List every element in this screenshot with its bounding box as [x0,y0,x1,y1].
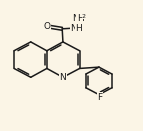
Text: 2: 2 [82,14,86,19]
Text: O: O [43,22,50,31]
Text: N: N [70,24,77,33]
Text: F: F [98,93,103,102]
Text: N: N [72,14,79,23]
Text: H: H [77,14,84,23]
Text: H: H [75,24,82,33]
Text: N: N [59,73,66,82]
